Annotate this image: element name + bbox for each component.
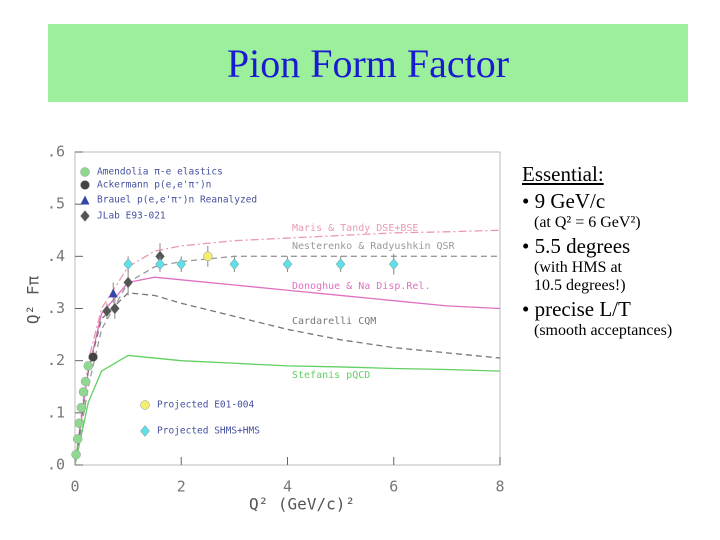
curve-label: Nesterenko & Radyushkin QSR xyxy=(292,241,456,252)
notes: Essential: • 9 GeV/c (at Q² = 6 GeV²) • 5.5… xyxy=(522,160,717,340)
y-axis-label: Q² Fπ xyxy=(24,276,43,325)
data-point xyxy=(74,418,84,429)
legend-marker xyxy=(80,210,90,222)
data-point xyxy=(72,434,83,444)
y-tick-label: .0 xyxy=(47,456,65,474)
data-point xyxy=(155,258,165,271)
x-tick-label: 4 xyxy=(283,478,292,496)
legend-marker xyxy=(140,425,150,437)
legend-label: Amendolia π-e elastics xyxy=(97,167,223,178)
theory-curve xyxy=(74,255,500,466)
legend-label: Projected E01-004 xyxy=(157,400,255,411)
data-point xyxy=(176,258,187,271)
curve-label: Donoghue & Na Disp.Rel. xyxy=(292,281,430,292)
title-banner: Pion Form Factor xyxy=(48,24,688,102)
data-point xyxy=(203,251,213,262)
legend-label: Projected SHMS+HMS xyxy=(157,426,260,437)
note-line: • 5.5 degrees xyxy=(522,234,631,258)
note-line: (with HMS at xyxy=(534,259,622,276)
data-point xyxy=(123,276,133,289)
data-point xyxy=(282,258,293,271)
y-tick-label: .3 xyxy=(47,299,65,317)
x-axis-label: Q² (GeV/c)² xyxy=(249,495,355,514)
note-line: • precise L/T xyxy=(522,297,631,321)
y-tick-label: .6 xyxy=(47,143,65,161)
theory-curve xyxy=(74,229,501,466)
data-point xyxy=(335,258,346,271)
data-point xyxy=(76,402,87,413)
legend-label: JLab E93-021 xyxy=(97,211,166,222)
curve-label: Maris & Tandy DSE+BSE xyxy=(292,223,418,234)
legend-marker xyxy=(140,400,150,410)
x-tick-label: 0 xyxy=(70,478,79,496)
curve-label: Stefanis pQCD xyxy=(292,370,370,381)
legend-label: Ackermann p(e,e'π⁺)n xyxy=(97,180,211,191)
data-point xyxy=(388,258,399,271)
note-line: • 9 GeV/c xyxy=(522,189,606,213)
data-point xyxy=(110,302,120,315)
legend-marker xyxy=(80,195,90,205)
theory-curve xyxy=(74,276,501,466)
note-line: Essential: xyxy=(522,162,604,186)
note-line: 10.5 degrees!) xyxy=(534,277,626,294)
legend-label: Brauel p(e,e'π⁺)n Reanalyzed xyxy=(97,195,257,206)
y-tick-label: .4 xyxy=(47,247,65,265)
legend-marker xyxy=(80,180,90,190)
x-tick-label: 8 xyxy=(495,478,504,496)
curve-label: Cardarelli CQM xyxy=(292,316,376,327)
theory-curve xyxy=(74,292,501,466)
y-tick-label: .5 xyxy=(47,195,65,213)
note-line: (smooth acceptances) xyxy=(534,322,673,339)
data-point xyxy=(83,361,94,371)
data-point xyxy=(123,258,133,271)
x-tick-label: 6 xyxy=(389,478,398,496)
note-line: (at Q² = 6 GeV²) xyxy=(534,214,641,231)
data-point xyxy=(229,258,240,271)
x-tick-label: 2 xyxy=(177,478,186,496)
theory-curve xyxy=(74,354,501,466)
data-point xyxy=(80,376,91,387)
data-point xyxy=(78,387,89,397)
legend-marker xyxy=(80,167,90,177)
data-point xyxy=(88,352,98,362)
slide-title: Pion Form Factor xyxy=(226,40,510,86)
y-tick-label: .1 xyxy=(47,403,65,421)
y-tick-label: .2 xyxy=(47,351,65,369)
data-point xyxy=(71,449,81,460)
data-point xyxy=(102,305,112,318)
data-point xyxy=(108,288,118,298)
